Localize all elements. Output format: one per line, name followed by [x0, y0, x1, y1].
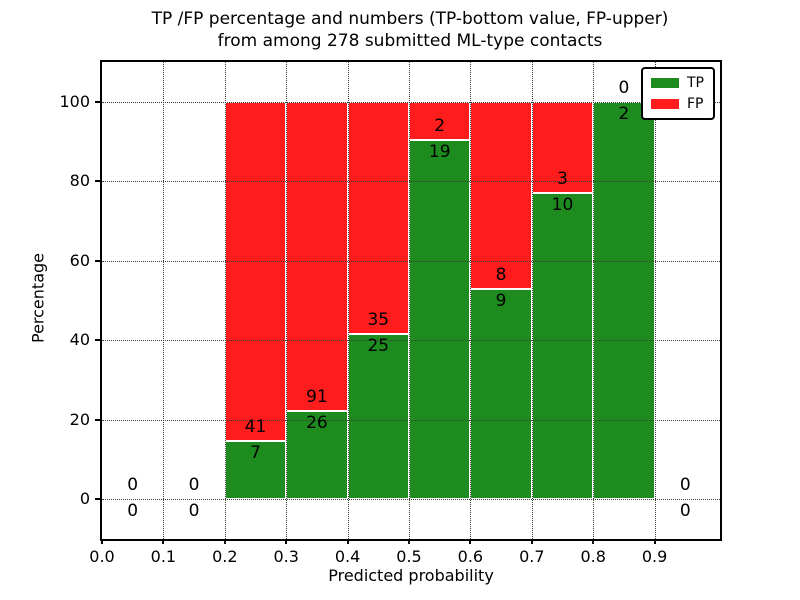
x-tick-mark	[162, 539, 165, 544]
bar-segment-tp	[224, 441, 287, 500]
gridline-horizontal	[102, 419, 720, 421]
bar-segment-fp	[286, 101, 348, 411]
tp-count-label: 0	[127, 501, 139, 522]
legend: TP FP	[641, 67, 715, 120]
x-tick-label: 0.6	[457, 547, 484, 566]
x-tick-mark	[223, 539, 226, 544]
chart-title-line1: TP /FP percentage and numbers (TP-bottom…	[151, 9, 669, 29]
x-tick-mark	[285, 539, 288, 544]
legend-swatch-fp	[651, 99, 679, 109]
x-tick-mark	[653, 539, 656, 544]
plot-area: TP FP 0 0 0 0 41 7 91 26 35 25 2 19 8 9 3 10 0 2 0 0	[100, 60, 722, 541]
y-tick-label: 60	[69, 250, 90, 270]
bar-segment-tp	[347, 333, 409, 500]
gridline-vertical	[593, 62, 595, 539]
fp-count-label: 8	[495, 264, 507, 285]
fp-count-label: 0	[127, 475, 139, 496]
fp-count-label: 0	[188, 475, 200, 496]
x-tick-label: 0.9	[641, 547, 668, 566]
bar-segment-tp	[593, 101, 655, 500]
y-tick-mark	[95, 180, 100, 183]
x-tick-mark	[592, 539, 595, 544]
tp-count-label: 9	[495, 290, 507, 311]
gridline-horizontal	[102, 499, 720, 501]
y-tick-mark	[95, 339, 100, 342]
x-tick-mark	[101, 539, 103, 544]
tp-count-label: 19	[428, 141, 451, 162]
bar-segment-tp	[531, 193, 594, 500]
bar-segment-tp	[470, 288, 532, 500]
gridline-vertical	[347, 62, 349, 539]
y-tick-label: 100	[59, 91, 90, 111]
tp-count-label: 7	[250, 443, 261, 464]
gridline-vertical	[224, 62, 226, 539]
fp-count-label: 35	[367, 309, 390, 330]
tp-count-label: 26	[306, 412, 328, 433]
legend-label-fp: FP	[687, 96, 704, 112]
gridline-vertical	[286, 62, 288, 539]
fp-count-label: 3	[557, 169, 568, 190]
y-tick-mark	[95, 498, 100, 501]
gridline-horizontal	[102, 260, 720, 262]
gridline-vertical	[531, 62, 533, 539]
bar-segment-fp	[531, 101, 594, 194]
chart-title: TP /FP percentage and numbers (TP-bottom…	[60, 8, 760, 52]
gridline-vertical	[163, 62, 165, 539]
tp-count-label: 25	[367, 335, 390, 356]
gridline-horizontal	[102, 101, 720, 103]
x-tick-mark	[530, 539, 533, 544]
gridline-horizontal	[102, 340, 720, 342]
tp-count-label: 0	[679, 501, 691, 522]
fp-count-label: 91	[306, 386, 328, 407]
bar-segment-tp	[409, 139, 471, 500]
gridline-vertical	[654, 62, 656, 539]
legend-label-tp: TP	[687, 75, 704, 91]
x-tick-label: 0.0	[89, 547, 115, 566]
x-tick-label: 0.7	[519, 547, 545, 566]
x-tick-mark	[346, 539, 349, 544]
legend-entry-tp: TP	[651, 76, 704, 90]
y-tick-mark	[95, 100, 100, 103]
x-tick-mark	[469, 539, 472, 544]
y-tick-mark	[95, 418, 100, 421]
tp-count-label: 2	[618, 103, 630, 124]
gridline-vertical	[409, 62, 410, 539]
y-tick-label: 0	[79, 489, 90, 509]
x-tick-mark	[408, 539, 410, 544]
x-tick-label: 0.3	[273, 547, 299, 566]
x-tick-label: 0.4	[334, 547, 361, 566]
bar-segment-fp	[224, 101, 287, 442]
legend-entry-fp: FP	[651, 97, 704, 111]
fp-count-label: 41	[244, 417, 267, 438]
fp-count-label: 0	[679, 475, 691, 496]
x-axis-label: Predicted probability	[328, 566, 494, 585]
fp-count-label: 2	[434, 115, 446, 136]
y-tick-label: 80	[69, 171, 90, 191]
bar-segment-fp	[347, 101, 409, 334]
y-tick-label: 20	[69, 409, 90, 429]
y-tick-label: 40	[69, 330, 90, 350]
tp-count-label: 10	[551, 195, 574, 216]
bar-segment-tp	[286, 410, 348, 500]
x-tick-label: 0.2	[212, 547, 238, 566]
legend-swatch-tp	[651, 78, 679, 88]
y-tick-mark	[95, 259, 100, 262]
chart-title-line2: from among 278 submitted ML-type contact…	[217, 31, 603, 51]
x-tick-label: 0.5	[396, 547, 422, 566]
bar-segment-fp	[470, 101, 532, 289]
fp-count-label: 0	[618, 77, 630, 98]
x-tick-label: 0.1	[150, 547, 177, 566]
gridline-vertical	[470, 62, 472, 539]
gridline-horizontal	[102, 181, 720, 183]
tp-count-label: 0	[188, 501, 200, 522]
x-tick-label: 0.8	[580, 547, 606, 566]
